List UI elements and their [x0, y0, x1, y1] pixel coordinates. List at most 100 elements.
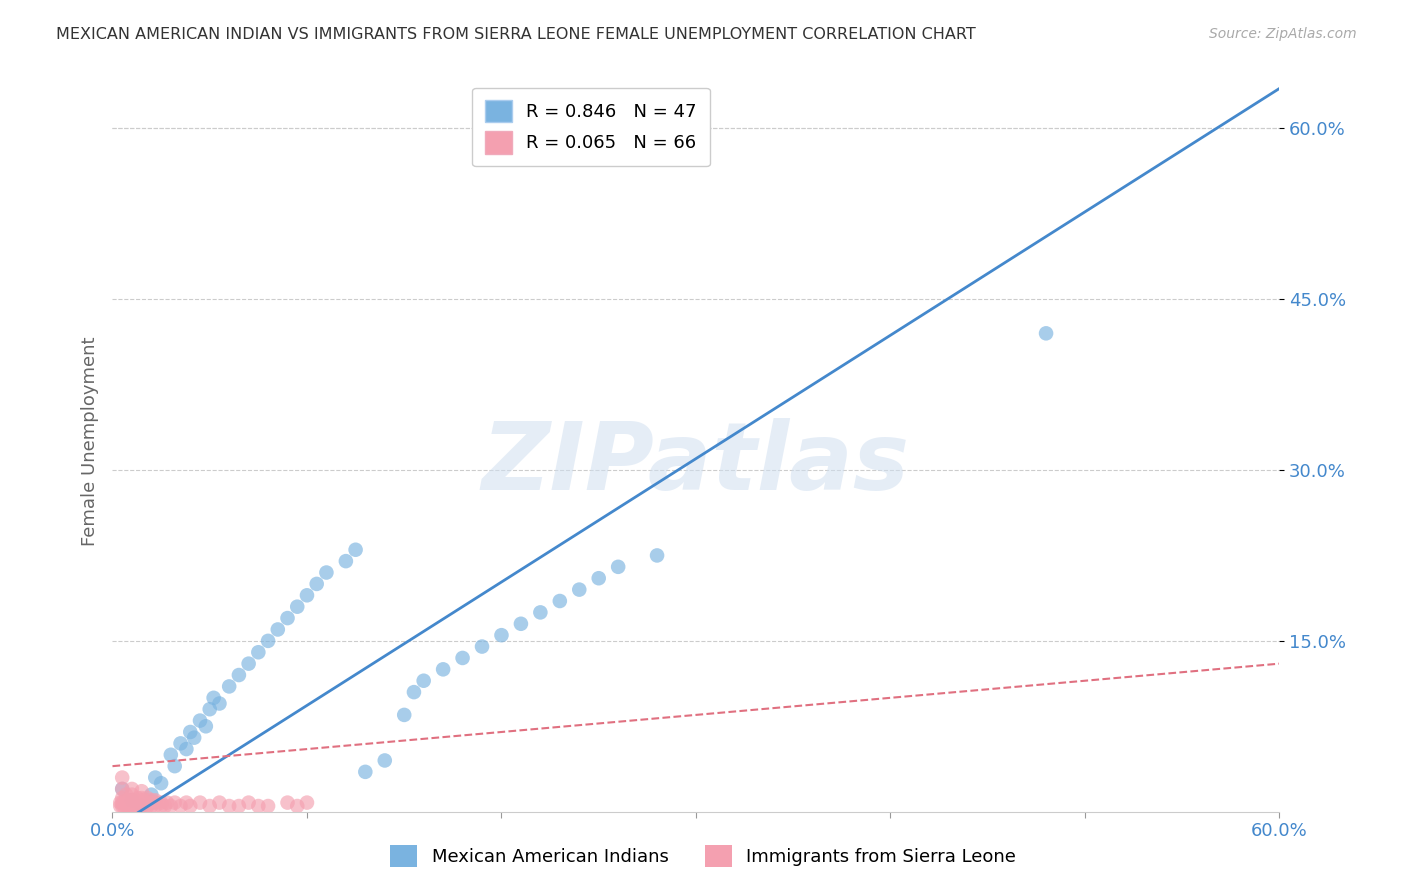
- Point: [198, 702, 221, 716]
- Point: [257, 633, 280, 648]
- Point: [1035, 326, 1057, 341]
- Point: [131, 793, 153, 807]
- Point: [285, 799, 308, 814]
- Point: [344, 542, 367, 557]
- Point: [163, 796, 186, 810]
- Point: [121, 788, 143, 802]
- Point: [131, 796, 153, 810]
- Point: [335, 554, 357, 568]
- Point: [218, 799, 240, 814]
- Point: [143, 796, 166, 810]
- Point: [112, 796, 135, 810]
- Point: [176, 796, 198, 810]
- Point: [218, 680, 240, 694]
- Point: [267, 623, 290, 637]
- Point: [127, 796, 149, 810]
- Point: [111, 771, 134, 785]
- Point: [208, 796, 231, 810]
- Point: [141, 796, 163, 810]
- Point: [247, 799, 270, 814]
- Point: [354, 764, 377, 779]
- Point: [121, 793, 143, 807]
- Point: [607, 559, 630, 574]
- Point: [529, 606, 551, 620]
- Point: [136, 799, 159, 814]
- Point: [183, 731, 205, 745]
- Point: [141, 799, 163, 814]
- Point: [471, 640, 494, 654]
- Point: [136, 796, 159, 810]
- Point: [121, 799, 143, 814]
- Point: [276, 796, 298, 810]
- Point: [402, 685, 425, 699]
- Point: [198, 799, 221, 814]
- Point: [131, 784, 153, 798]
- Text: MEXICAN AMERICAN INDIAN VS IMMIGRANTS FROM SIERRA LEONE FEMALE UNEMPLOYMENT CORR: MEXICAN AMERICAN INDIAN VS IMMIGRANTS FR…: [56, 27, 976, 42]
- Point: [176, 742, 198, 756]
- Point: [257, 799, 280, 814]
- Point: [169, 736, 191, 750]
- Point: [110, 796, 132, 810]
- Point: [117, 793, 139, 807]
- Point: [150, 799, 173, 814]
- Point: [228, 668, 250, 682]
- Point: [285, 599, 308, 614]
- Point: [568, 582, 591, 597]
- Point: [118, 799, 141, 814]
- Legend: R = 0.846   N = 47, R = 0.065   N = 66: R = 0.846 N = 47, R = 0.065 N = 66: [472, 87, 710, 166]
- Point: [208, 697, 231, 711]
- Point: [135, 796, 157, 810]
- Point: [111, 781, 134, 796]
- Point: [194, 719, 217, 733]
- Point: [143, 793, 166, 807]
- Point: [374, 754, 396, 768]
- Point: [127, 799, 149, 814]
- Point: [131, 799, 153, 814]
- Point: [115, 796, 138, 810]
- Point: [115, 793, 138, 807]
- Point: [131, 791, 153, 805]
- Point: [491, 628, 513, 642]
- Point: [121, 781, 143, 796]
- Point: [131, 799, 153, 814]
- Point: [117, 796, 139, 810]
- Y-axis label: Female Unemployment: Female Unemployment: [80, 337, 98, 546]
- Point: [179, 799, 201, 814]
- Point: [150, 776, 173, 790]
- Point: [111, 791, 134, 805]
- Point: [153, 799, 176, 814]
- Point: [115, 788, 138, 802]
- Point: [143, 799, 166, 814]
- Point: [125, 799, 148, 814]
- Point: [127, 791, 149, 805]
- Point: [169, 799, 191, 814]
- Point: [125, 796, 148, 810]
- Point: [432, 662, 454, 676]
- Point: [228, 799, 250, 814]
- Point: [238, 657, 260, 671]
- Point: [117, 799, 139, 814]
- Point: [118, 796, 141, 810]
- Point: [125, 793, 148, 807]
- Point: [315, 566, 337, 580]
- Point: [136, 791, 159, 805]
- Point: [135, 799, 157, 814]
- Point: [141, 788, 163, 802]
- Text: ZIPatlas: ZIPatlas: [482, 417, 910, 509]
- Point: [295, 588, 318, 602]
- Point: [160, 747, 183, 762]
- Point: [548, 594, 571, 608]
- Legend: Mexican American Indians, Immigrants from Sierra Leone: Mexican American Indians, Immigrants fro…: [382, 838, 1024, 874]
- Point: [188, 714, 211, 728]
- Point: [394, 707, 416, 722]
- Point: [509, 616, 531, 631]
- Point: [163, 759, 186, 773]
- Point: [247, 645, 270, 659]
- Point: [121, 793, 143, 807]
- Point: [412, 673, 434, 688]
- Point: [160, 799, 183, 814]
- Point: [451, 651, 474, 665]
- Text: Source: ZipAtlas.com: Source: ZipAtlas.com: [1209, 27, 1357, 41]
- Point: [276, 611, 298, 625]
- Point: [115, 799, 138, 814]
